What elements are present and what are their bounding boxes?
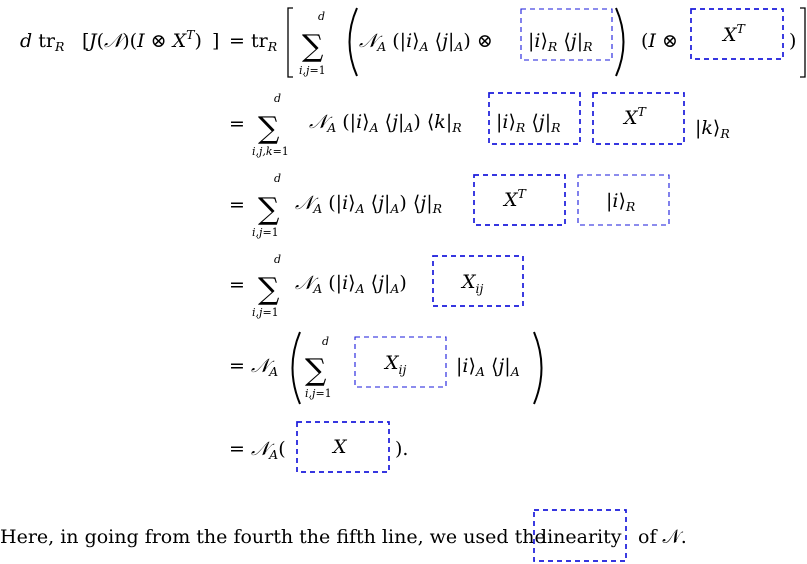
equation-line-3: = d ∑ i,j=1 𝒩A (|i⟩A ⟨j|A) ⟨j|R XT |i⟩R (229, 172, 670, 239)
boxed-ket-i-R: |i⟩R (606, 190, 635, 214)
svg-text:): ) (789, 30, 796, 52)
svg-text:∑: ∑ (305, 353, 327, 388)
highlight-box (473, 174, 566, 226)
svg-text:=: = (229, 194, 245, 216)
caption-text-before: Here, in going from the fourth the fifth… (0, 526, 546, 548)
boxed-X-ij: Xij (383, 352, 407, 377)
boxed-X: X (331, 436, 348, 458)
svg-text:= trR: = trR (229, 30, 277, 54)
svg-text:i,j,k=1: i,j,k=1 (252, 145, 289, 158)
svg-text:d: d (322, 335, 329, 348)
highlight-box (533, 509, 627, 562)
lhs-expression: d trR (20, 30, 64, 54)
caption-text-after: of 𝒩. (638, 526, 687, 548)
boxed-X-transpose: XT (721, 21, 747, 46)
caption-highlight: linearity (541, 526, 622, 548)
equation-line-4: = d ∑ i,j=1 𝒩A (|i⟩A ⟨j|A) Xij (229, 253, 524, 319)
svg-text:d: d (274, 92, 281, 105)
svg-text:]: ] (212, 30, 219, 52)
svg-text:d: d (274, 172, 281, 185)
svg-text:= 𝒩A(: = 𝒩A( (229, 438, 286, 462)
svg-text:i,j=1: i,j=1 (252, 306, 279, 319)
boxed-ket-bra-R: |i⟩R ⟨j|R (528, 30, 593, 54)
svg-text:=: = (229, 113, 245, 135)
svg-text:|k⟩R: |k⟩R (695, 117, 730, 141)
equation-line-2: = d ∑ i,j,k=1 𝒩A (|i⟩A ⟨j|A) ⟨k|R |i⟩R ⟨… (229, 92, 730, 158)
highlight-box (354, 336, 447, 388)
svg-text:𝒩A (|i⟩A ⟨j|A): 𝒩A (|i⟩A ⟨j|A) (295, 272, 407, 296)
svg-text:∑: ∑ (258, 272, 280, 307)
boxed-X-transpose: XT (622, 104, 648, 129)
svg-text:d: d (274, 253, 281, 266)
svg-text:d: d (318, 10, 325, 23)
equation-line-5: = 𝒩A d ∑ i,j=1 Xij |i⟩A ⟨j|A (229, 331, 543, 405)
svg-text:).: ). (395, 438, 408, 460)
equation-line-1: d trR [ J(𝒩)(I ⊗ XT) ] = trR d ∑ i,j=1 𝒩… (20, 7, 806, 78)
caption: Here, in going from the fourth the fifth… (0, 509, 687, 562)
highlight-box (296, 421, 390, 473)
svg-text:i,j=1: i,j=1 (305, 387, 332, 400)
highlight-box (690, 8, 784, 60)
boxed-X-ij: Xij (460, 271, 484, 296)
svg-text:J(𝒩)(I ⊗ XT): J(𝒩)(I ⊗ XT) (85, 27, 202, 52)
highlight-box (520, 8, 613, 61)
svg-text:=: = (229, 274, 245, 296)
svg-text:[: [ (82, 30, 89, 52)
svg-text:= 𝒩A: = 𝒩A (229, 355, 278, 379)
boxed-X-transpose: XT (502, 186, 528, 211)
highlight-box (577, 174, 670, 226)
highlight-box (432, 255, 524, 307)
svg-text:|i⟩A ⟨j|A: |i⟩A ⟨j|A (456, 355, 520, 379)
svg-text:∑: ∑ (258, 111, 280, 146)
svg-text:∑: ∑ (302, 29, 324, 64)
svg-text:i,j=1: i,j=1 (252, 226, 279, 239)
highlight-box (488, 92, 581, 145)
boxed-ket-bra-R: |i⟩R ⟨j|R (496, 111, 561, 135)
svg-text:i,j=1: i,j=1 (299, 64, 326, 77)
highlight-box (592, 92, 685, 145)
svg-text:𝒩A (|i⟩A ⟨j|A) ⟨j|R: 𝒩A (|i⟩A ⟨j|A) ⟨j|R (295, 192, 442, 216)
svg-text:𝒩A (|i⟩A ⟨j|A) ⊗: 𝒩A (|i⟩A ⟨j|A) ⊗ (359, 30, 493, 54)
svg-text:𝒩A (|i⟩A ⟨j|A) ⟨k|R: 𝒩A (|i⟩A ⟨j|A) ⟨k|R (309, 111, 462, 135)
svg-text:(I ⊗: (I ⊗ (641, 30, 678, 52)
equation-line-6: = 𝒩A( X ). (229, 421, 408, 473)
svg-text:∑: ∑ (258, 192, 280, 227)
